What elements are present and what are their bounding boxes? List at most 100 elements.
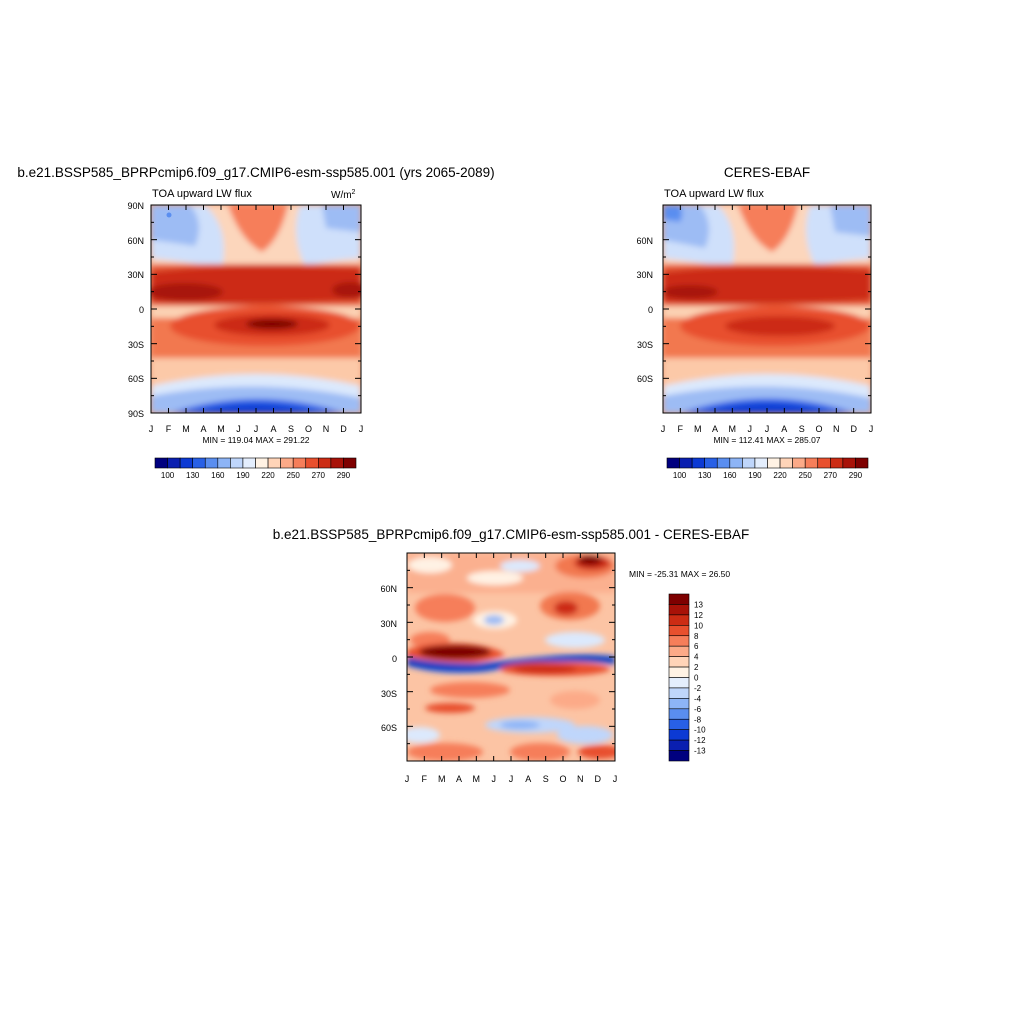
colorbar-label: -2 (694, 684, 702, 693)
diff-stats: MIN = -25.31 MAX = 26.50 (629, 569, 730, 579)
x-tick-label: F (422, 774, 428, 784)
colorbar-label: 100 (673, 471, 687, 480)
x-tick-label: J (405, 774, 410, 784)
colorbar-label: 160 (211, 471, 225, 480)
model-left-label: TOA upward LW flux (152, 188, 252, 200)
colorbar-swatch (192, 457, 206, 469)
colorbar-swatch (668, 739, 690, 751)
y-tick-label: 30S (637, 340, 653, 350)
x-tick-label: D (850, 424, 857, 434)
colorbar-label: 250 (287, 471, 301, 480)
colorbar-swatch (742, 457, 756, 469)
colorbar-swatch (729, 457, 743, 469)
colorbar-label: 190 (236, 471, 250, 480)
x-tick-label: M (217, 424, 225, 434)
x-tick-label: S (288, 424, 294, 434)
colorbar-swatch (691, 457, 705, 469)
x-tick-label: O (815, 424, 822, 434)
colorbar-swatch (817, 457, 831, 469)
colorbar-swatch (154, 457, 168, 469)
colorbar-swatch (668, 604, 690, 616)
colorbar-swatch (668, 698, 690, 710)
x-tick-label: F (166, 424, 172, 434)
x-tick-label: A (712, 424, 718, 434)
colorbar-swatch (668, 666, 690, 678)
colorbar-swatch (217, 457, 231, 469)
y-tick-label: 0 (392, 654, 397, 664)
colorbar-swatch (668, 635, 690, 647)
colorbar-swatch (330, 457, 344, 469)
x-tick-label: A (781, 424, 787, 434)
colorbar-swatch (343, 457, 357, 469)
colorbar-swatch (255, 457, 269, 469)
colorbar-swatch (716, 457, 731, 469)
obs-y-axis: 60N 30N 0 30S 60S (636, 236, 653, 384)
colorbar-swatch (668, 593, 690, 605)
colorbar-label: 2 (694, 663, 699, 672)
obs-title: CERES-EBAF (724, 165, 810, 180)
colorbar-swatch (804, 457, 819, 469)
colorbar-swatch (668, 677, 690, 689)
x-tick-label: M (694, 424, 702, 434)
colorbar-swatch (179, 457, 193, 469)
diff-heatmap (407, 553, 615, 761)
y-tick-label: 90S (128, 409, 144, 419)
x-tick-label: M (473, 774, 481, 784)
colorbar-label: -6 (694, 705, 702, 714)
colorbar-label: 8 (694, 632, 699, 641)
x-tick-label: S (543, 774, 549, 784)
y-tick-label: 0 (139, 305, 144, 315)
x-tick-label: N (577, 774, 584, 784)
model-stats: MIN = 119.04 MAX = 291.22 (202, 435, 309, 445)
colorbar-swatch (305, 457, 319, 469)
x-tick-label: J (149, 424, 154, 434)
x-tick-label: F (678, 424, 684, 434)
colorbar-label: 270 (312, 471, 326, 480)
obs-heatmap (663, 205, 871, 413)
colorbar-label: 220 (261, 471, 275, 480)
y-tick-label: 60S (128, 374, 144, 384)
colorbar-label: -10 (694, 726, 706, 735)
x-tick-label: J (869, 424, 874, 434)
colorbar-label: 220 (773, 471, 787, 480)
colorbar-label: 12 (694, 611, 703, 620)
colorbar-swatch (230, 457, 244, 469)
y-tick-label: 0 (648, 305, 653, 315)
x-tick-label: J (613, 774, 618, 784)
colorbar-swatch (704, 457, 718, 469)
colorbar-label: 130 (186, 471, 200, 480)
colorbar-swatch (855, 457, 869, 469)
x-tick-label: A (525, 774, 531, 784)
y-tick-label: 90N (127, 201, 144, 211)
colorbar-label: 190 (748, 471, 762, 480)
y-tick-label: 30S (128, 340, 144, 350)
colorbar-label: -12 (694, 736, 706, 745)
colorbar-swatch (668, 729, 690, 741)
diff-x-axis: J F M A M J J A S O N D J (405, 774, 618, 784)
diff-panel: b.e21.BSSP585_BPRPcmip6.f09_g17.CMIP6-es… (273, 527, 749, 784)
y-tick-label: 30N (380, 619, 397, 629)
colorbar-swatch (666, 457, 680, 469)
colorbar-swatch (842, 457, 856, 469)
x-tick-label: N (323, 424, 330, 434)
y-tick-label: 60N (636, 236, 653, 246)
colorbar-swatch (830, 457, 844, 469)
colorbar-swatch (318, 457, 332, 469)
colorbar-swatch (204, 457, 219, 469)
colorbar-label: 6 (694, 642, 699, 651)
y-tick-label: 60N (380, 584, 397, 594)
colorbar-swatch (668, 625, 690, 637)
colorbar-swatch (754, 457, 768, 469)
x-tick-label: D (594, 774, 601, 784)
model-panel: b.e21.BSSP585_BPRPcmip6.f09_g17.CMIP6-es… (17, 165, 494, 480)
x-tick-label: M (182, 424, 190, 434)
colorbar-swatch (767, 457, 781, 469)
x-tick-label: A (456, 774, 462, 784)
x-tick-label: A (200, 424, 206, 434)
y-tick-label: 60S (637, 374, 653, 384)
colorbar-label: 10 (694, 621, 703, 630)
colorbar-label: 4 (694, 653, 699, 662)
model-heatmap (151, 205, 361, 413)
colorbar-swatch (668, 645, 690, 657)
diff-y-axis: 60N 30N 0 30S 60S (380, 584, 397, 733)
